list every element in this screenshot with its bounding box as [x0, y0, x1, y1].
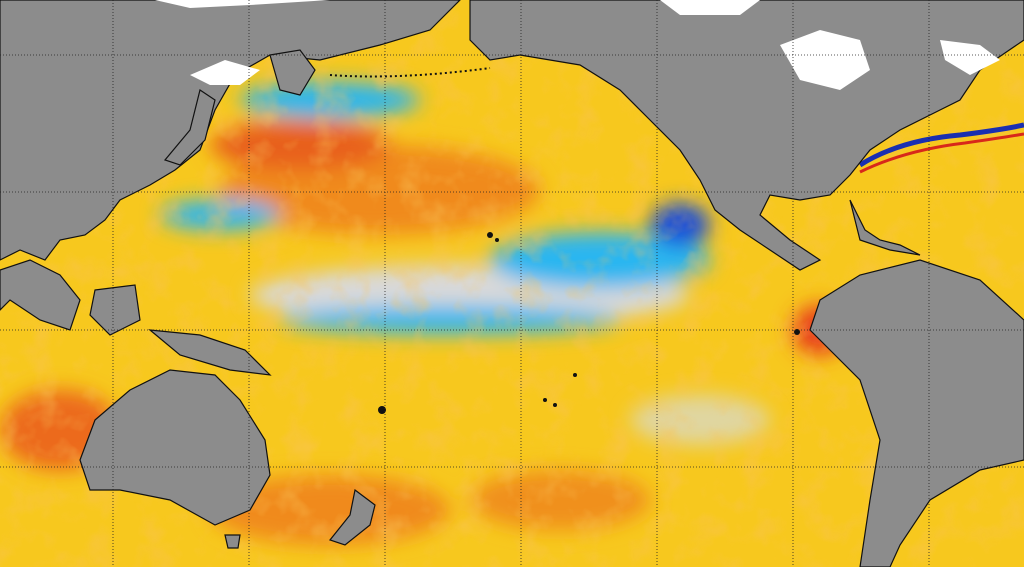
land-borneo: [89, 284, 141, 336]
sea-ice-north: [660, 0, 760, 15]
land-north-america: [469, 0, 1024, 271]
sea-ice-hudson: [780, 30, 870, 90]
hot-gulf-stream: [859, 132, 1024, 174]
island: [378, 406, 386, 414]
land-tasmania: [224, 534, 241, 549]
land-florida-caribbean: [849, 199, 921, 256]
sea-ice-layer: [155, 0, 1000, 90]
land-new-zealand: [328, 488, 376, 546]
cold-gulf-stream: [858, 122, 1024, 168]
land-japan: [163, 89, 216, 166]
island-chains: [329, 67, 800, 414]
land-asia: [0, 0, 461, 261]
land-kamchatka: [269, 49, 316, 96]
aleutian-islands: [329, 67, 491, 78]
island-galapagos: [794, 329, 800, 335]
island: [543, 398, 547, 402]
island-hawaii: [487, 232, 493, 238]
sea-ice-okhotsk: [190, 60, 260, 85]
sea-ice-arctic: [155, 0, 330, 8]
land-south-america: [809, 259, 1024, 567]
land-australia: [79, 369, 271, 526]
island: [553, 403, 557, 407]
island: [495, 238, 499, 242]
sea-ice-labrador: [940, 40, 1000, 75]
land-new-guinea: [148, 329, 272, 376]
island: [573, 373, 577, 377]
